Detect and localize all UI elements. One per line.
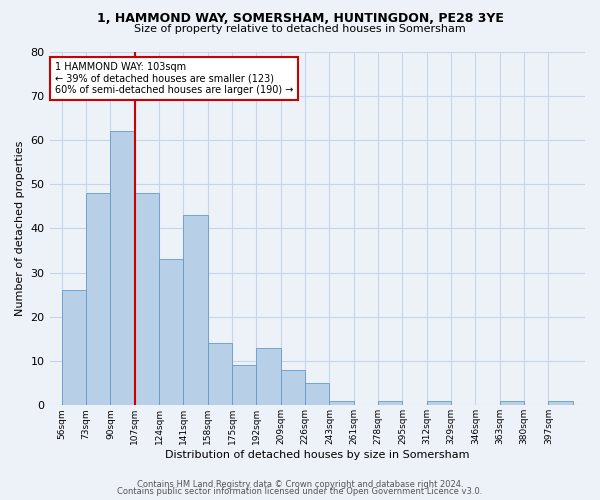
Bar: [281, 370, 305, 406]
Bar: [305, 383, 329, 406]
Y-axis label: Number of detached properties: Number of detached properties: [15, 140, 25, 316]
X-axis label: Distribution of detached houses by size in Somersham: Distribution of detached houses by size …: [165, 450, 470, 460]
Bar: [500, 401, 524, 406]
Bar: [159, 260, 184, 406]
Bar: [329, 401, 354, 406]
Bar: [62, 290, 86, 406]
Bar: [208, 344, 232, 406]
Text: Contains HM Land Registry data © Crown copyright and database right 2024.: Contains HM Land Registry data © Crown c…: [137, 480, 463, 489]
Bar: [86, 193, 110, 406]
Bar: [232, 366, 256, 406]
Text: Contains public sector information licensed under the Open Government Licence v3: Contains public sector information licen…: [118, 487, 482, 496]
Bar: [256, 348, 281, 406]
Bar: [135, 193, 159, 406]
Bar: [110, 131, 135, 406]
Text: 1, HAMMOND WAY, SOMERSHAM, HUNTINGDON, PE28 3YE: 1, HAMMOND WAY, SOMERSHAM, HUNTINGDON, P…: [97, 12, 503, 26]
Bar: [184, 215, 208, 406]
Text: 1 HAMMOND WAY: 103sqm
← 39% of detached houses are smaller (123)
60% of semi-det: 1 HAMMOND WAY: 103sqm ← 39% of detached …: [55, 62, 293, 96]
Bar: [427, 401, 451, 406]
Bar: [378, 401, 403, 406]
Text: Size of property relative to detached houses in Somersham: Size of property relative to detached ho…: [134, 24, 466, 34]
Bar: [548, 401, 573, 406]
